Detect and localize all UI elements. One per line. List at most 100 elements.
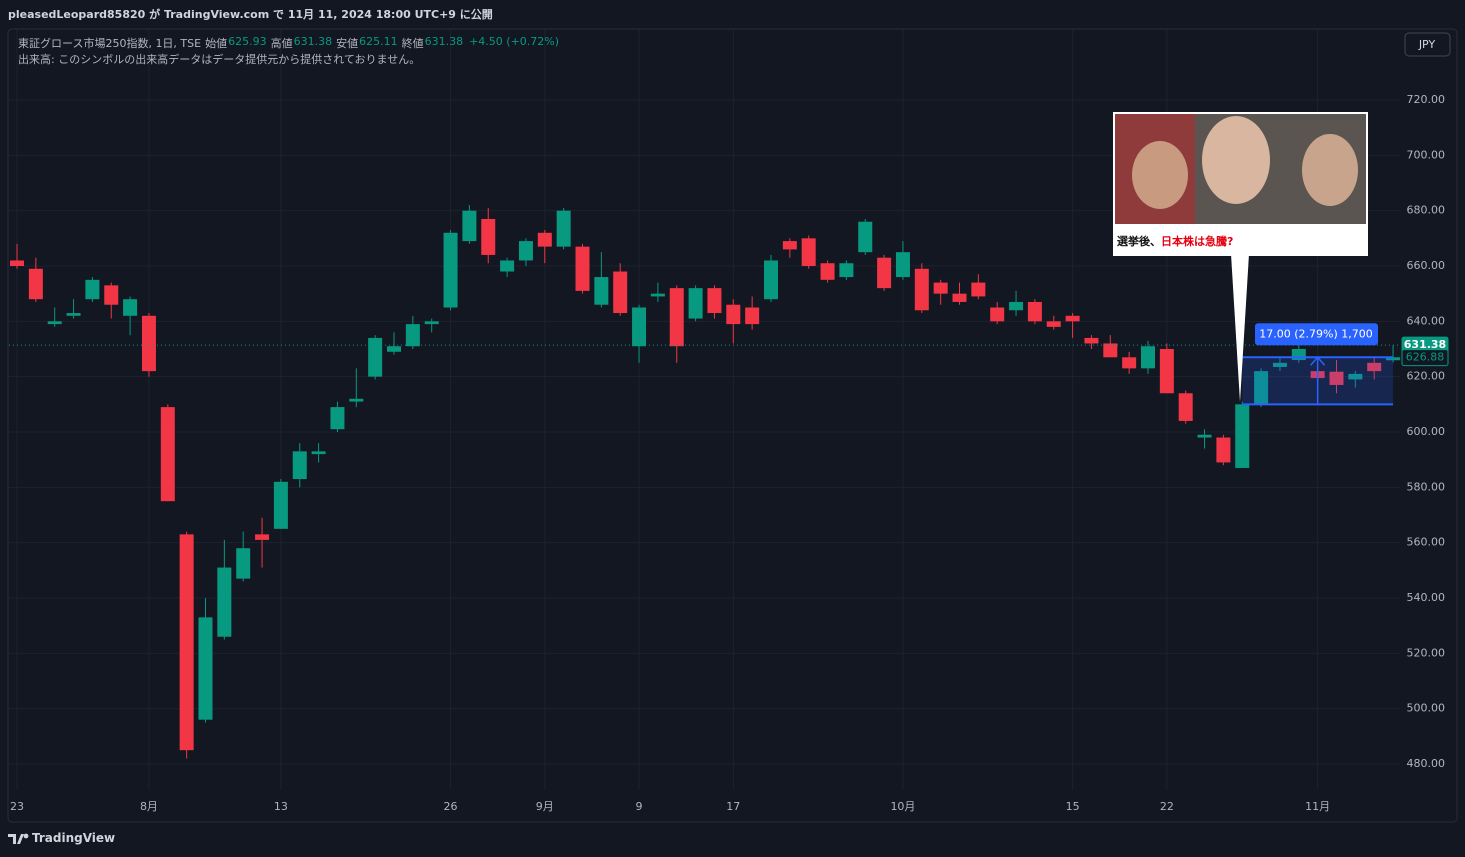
y-tick-label: 520.00 xyxy=(1407,646,1446,659)
x-tick-label: 17 xyxy=(726,800,740,813)
candle-body xyxy=(1235,404,1250,468)
candle-body xyxy=(500,260,515,272)
thumbnail-face xyxy=(1202,116,1270,204)
candle-body xyxy=(839,263,854,278)
legend-value: 625.93 xyxy=(228,35,267,48)
legend-change: +4.50 (+0.72%) xyxy=(469,35,560,48)
y-tick-label: 580.00 xyxy=(1407,480,1446,493)
y-tick-label: 680.00 xyxy=(1407,204,1446,217)
candle-body xyxy=(311,451,326,455)
candle-body xyxy=(1027,301,1042,322)
candle-body xyxy=(556,210,571,247)
x-tick-label: 22 xyxy=(1160,800,1174,813)
candle-body xyxy=(990,307,1005,322)
legend-value: 625.11 xyxy=(359,35,398,48)
x-tick-label: 15 xyxy=(1066,800,1080,813)
candle-body xyxy=(141,315,156,372)
currency-label[interactable]: JPY xyxy=(1418,38,1436,51)
legend-value: 631.38 xyxy=(424,35,464,48)
legend-symbol: 東証グロース市場250指数, 1日, TSE xyxy=(18,37,202,50)
candle-body xyxy=(104,285,119,305)
legend: 東証グロース市場250指数, 1日, TSE 始値 625.93 高値 631.38 安… xyxy=(18,35,559,51)
y-tick-label: 540.00 xyxy=(1407,591,1446,604)
candle-body xyxy=(1103,343,1118,358)
legend-value: 631.38 xyxy=(293,35,333,48)
candle-body xyxy=(217,567,232,637)
candle-body xyxy=(952,293,967,302)
y-tick-label: 720.00 xyxy=(1407,93,1446,106)
candle-body xyxy=(1254,371,1269,405)
candle-body xyxy=(330,407,345,430)
candle-body xyxy=(1329,371,1344,385)
y-tick-label: 560.00 xyxy=(1407,536,1446,549)
y-tick-label: 600.00 xyxy=(1407,425,1446,438)
candle-body xyxy=(1197,434,1212,438)
candle-body xyxy=(47,321,62,325)
candle-body xyxy=(726,304,741,325)
legend-label: 高値 xyxy=(270,37,293,50)
legend-label: 始値 xyxy=(205,37,228,50)
thumbnail-pointer xyxy=(1231,254,1249,402)
candle-body xyxy=(1178,393,1193,421)
candle-body xyxy=(1291,348,1306,361)
candle-body xyxy=(1141,346,1155,369)
candle-body xyxy=(820,263,835,280)
candle-body xyxy=(292,451,307,480)
currency-button[interactable] xyxy=(1404,32,1451,57)
candle-body xyxy=(28,268,43,300)
x-tick-label: 9月 xyxy=(536,800,554,813)
candle-body xyxy=(594,277,609,305)
candle-body xyxy=(650,293,665,297)
candle-body xyxy=(481,218,496,255)
x-tick-label: 9 xyxy=(636,800,643,813)
legend-label: 安値 xyxy=(336,37,359,50)
candle-body xyxy=(613,271,628,314)
candle-body xyxy=(632,307,647,347)
caption-black: 選挙後、 xyxy=(1117,234,1161,248)
volume-note: 出来高: このシンボルの出来高データはデータ提供元から提供されておりません。 xyxy=(18,53,421,66)
thumbnail-face xyxy=(1302,134,1358,206)
candle-body xyxy=(179,534,194,751)
candle-body xyxy=(273,481,288,529)
candle-body xyxy=(160,407,175,502)
candle-body xyxy=(424,321,439,325)
candle-body xyxy=(858,221,873,253)
x-tick-label: 11月 xyxy=(1305,800,1330,813)
candle-body xyxy=(764,260,778,300)
thumbnail-face xyxy=(1132,141,1188,209)
branding-logo xyxy=(8,833,29,844)
candle-body xyxy=(1009,301,1024,311)
candle-body xyxy=(1272,362,1287,367)
candle-body xyxy=(10,260,24,266)
measure-arrowhead xyxy=(1310,356,1326,366)
candle-body xyxy=(66,313,81,316)
y-tick-label: 620.00 xyxy=(1407,370,1446,383)
candle-body xyxy=(1065,315,1080,322)
candle-body xyxy=(933,282,948,294)
candle-body xyxy=(1084,337,1099,344)
candle-body xyxy=(895,252,910,278)
y-tick-label: 500.00 xyxy=(1407,702,1446,715)
branding: TradingView xyxy=(32,831,116,845)
thumbnail: 選挙後、日本株は急騰? xyxy=(1113,112,1368,402)
candle-body xyxy=(707,288,722,314)
candle-body xyxy=(85,279,100,300)
price-label: 631.38 xyxy=(1404,338,1446,351)
candle-body xyxy=(198,617,213,720)
candle-body xyxy=(405,324,420,347)
candle-body xyxy=(123,299,138,316)
thumbnail-caption: 選挙後、日本株は急騰? xyxy=(1117,234,1233,248)
x-tick-label: 13 xyxy=(274,800,288,813)
price-label-box xyxy=(1401,349,1449,367)
candle-body xyxy=(1367,362,1382,372)
y-tick-label: 700.00 xyxy=(1407,148,1446,161)
caption-red: 日本株は急騰? xyxy=(1161,234,1233,248)
candle-body xyxy=(1216,437,1231,463)
candle-body xyxy=(387,346,401,352)
x-tick-label: 8月 xyxy=(140,800,158,813)
candle-body xyxy=(1122,357,1137,369)
candle-body xyxy=(745,307,760,325)
legend-label: 終値 xyxy=(401,37,424,50)
candle-body xyxy=(462,210,477,242)
